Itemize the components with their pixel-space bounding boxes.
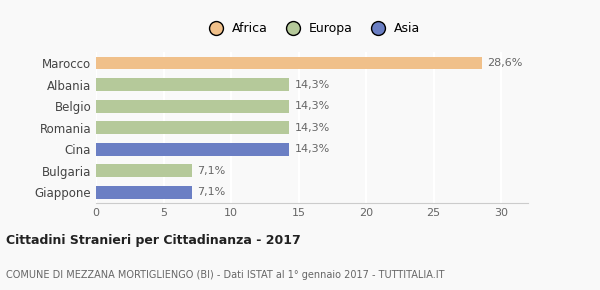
Bar bbox=[96, 57, 482, 69]
Text: 14,3%: 14,3% bbox=[295, 144, 330, 154]
Text: Cittadini Stranieri per Cittadinanza - 2017: Cittadini Stranieri per Cittadinanza - 2… bbox=[6, 234, 301, 246]
Text: COMUNE DI MEZZANA MORTIGLIENGO (BI) - Dati ISTAT al 1° gennaio 2017 - TUTTITALIA: COMUNE DI MEZZANA MORTIGLIENGO (BI) - Da… bbox=[6, 270, 445, 280]
Text: 14,3%: 14,3% bbox=[295, 101, 330, 111]
Bar bbox=[96, 99, 289, 113]
Text: 7,1%: 7,1% bbox=[197, 187, 226, 197]
Bar bbox=[96, 186, 192, 199]
Text: 28,6%: 28,6% bbox=[487, 58, 523, 68]
Bar bbox=[96, 121, 289, 134]
Text: 14,3%: 14,3% bbox=[295, 123, 330, 133]
Bar bbox=[96, 164, 192, 177]
Bar bbox=[96, 143, 289, 156]
Text: 14,3%: 14,3% bbox=[295, 79, 330, 90]
Legend: Africa, Europa, Asia: Africa, Europa, Asia bbox=[199, 17, 425, 40]
Text: 7,1%: 7,1% bbox=[197, 166, 226, 176]
Bar bbox=[96, 78, 289, 91]
